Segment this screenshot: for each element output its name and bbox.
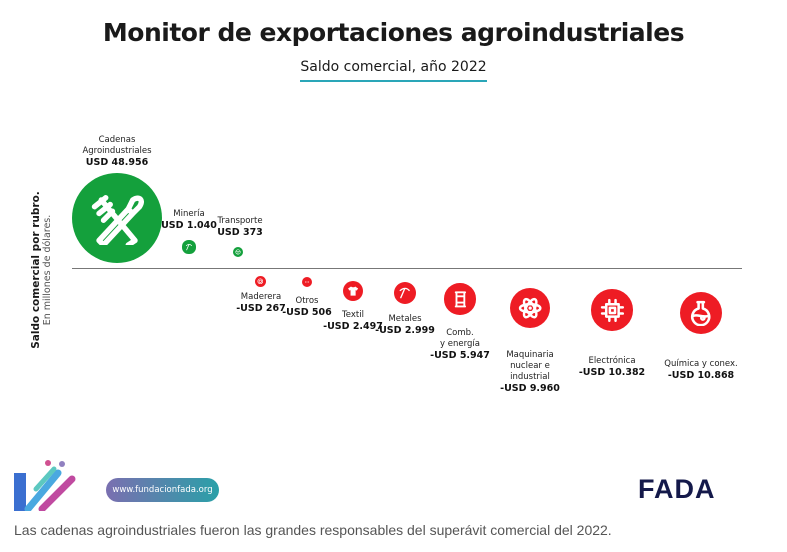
- category-name: Transporte: [217, 216, 263, 226]
- category-name: Metales: [388, 314, 422, 324]
- value-label: -USD 2.999: [375, 325, 435, 336]
- steering-wheel-icon: [235, 249, 241, 255]
- bubble-label: Electrónica -USD 10.382: [579, 356, 645, 378]
- bubble-maquinaria-nuclear-e-industrial: [509, 287, 551, 329]
- barrel-icon: [454, 290, 466, 307]
- category-name: Maderera: [240, 292, 282, 302]
- chip-icon: [600, 298, 624, 322]
- category-name: Electrónica: [588, 356, 636, 366]
- bubble-cadenas-agroindustriales: [72, 173, 162, 263]
- bubble-label: Textil -USD 2.497: [323, 310, 383, 332]
- category-name: Textil: [342, 310, 364, 320]
- bubble-label: Otros -USD 506: [282, 296, 332, 318]
- fada-logo: FADA: [638, 474, 716, 504]
- bubble-label: Transporte USD 373: [217, 216, 263, 238]
- value-label: -USD 506: [282, 307, 332, 318]
- subtitle-underline: [300, 80, 487, 82]
- bubble-label: Metales -USD 2.999: [375, 314, 435, 336]
- category-name: Maquinaria: [506, 350, 554, 360]
- page-title: Monitor de exportaciones agroindustriale…: [102, 18, 685, 47]
- category-name: Química y conex.: [664, 359, 738, 369]
- category-name: nuclear e: [510, 361, 550, 371]
- bubble-label: Minería USD 1.040: [161, 209, 217, 231]
- bubble-label: Cadenas Agroindustriales USD 48.956: [82, 135, 151, 168]
- category-name: industrial: [510, 372, 550, 382]
- bubble-comb-y-energ-a: [444, 283, 476, 315]
- atom-icon: [518, 297, 542, 319]
- y-axis-subtitle: En millones de dólares.: [42, 214, 53, 326]
- value-label: USD 48.956: [85, 157, 149, 168]
- bubble-otros: [302, 277, 312, 287]
- decorative-stripes-logo: [14, 460, 76, 511]
- category-name: Minería: [173, 209, 205, 219]
- bubble-label: Química y conex. -USD 10.868: [664, 359, 737, 381]
- bubble-transporte: [233, 247, 243, 257]
- caption: Las cadenas agroindustriales fueron las …: [14, 522, 612, 538]
- value-label: -USD 267: [236, 303, 286, 314]
- bubble-qu-mica-y-conex-: [679, 291, 723, 335]
- category-name: Comb.: [446, 328, 474, 338]
- wood-rings-icon: [257, 278, 263, 284]
- value-label: USD 1.040: [161, 220, 217, 231]
- dots-icon: [305, 281, 309, 283]
- fork-spoon-icon: [91, 195, 144, 245]
- bubble-metales: [393, 281, 417, 305]
- tshirt-icon: [347, 286, 359, 296]
- value-label: USD 373: [217, 227, 263, 238]
- category-name: y energía: [440, 339, 480, 349]
- pickaxe-icon: [185, 244, 193, 251]
- bubble-label: Comb. y energía -USD 5.947: [430, 328, 490, 361]
- bubble-label: Maquinaria nuclear e industrial -USD 9.960: [500, 350, 560, 394]
- flask-icon: [691, 301, 711, 326]
- pickaxe-icon: [399, 287, 411, 299]
- value-label: -USD 10.382: [578, 367, 646, 378]
- bubble-electr-nica: [591, 289, 633, 331]
- bubble-maderera: [254, 275, 266, 287]
- value-label: -USD 2.497: [323, 321, 383, 332]
- y-axis-label: Saldo comercial por rubro. En millones d…: [30, 191, 54, 349]
- value-label: -USD 5.947: [430, 350, 490, 361]
- y-axis-title: Saldo comercial por rubro.: [30, 191, 42, 349]
- website-link[interactable]: www.fundacionfada.org: [106, 478, 219, 502]
- value-label: -USD 9.960: [500, 383, 560, 394]
- bubble-textil: [342, 280, 364, 302]
- category-name: Cadenas: [98, 135, 136, 145]
- value-label: -USD 10.868: [667, 370, 735, 381]
- bubble-miner-a: [182, 240, 196, 254]
- category-name: Agroindustriales: [82, 146, 152, 156]
- category-name: Otros: [295, 296, 319, 306]
- zero-baseline: [72, 268, 742, 269]
- bubble-label: Maderera -USD 267: [236, 292, 286, 314]
- subtitle: Saldo comercial, año 2022: [300, 59, 487, 75]
